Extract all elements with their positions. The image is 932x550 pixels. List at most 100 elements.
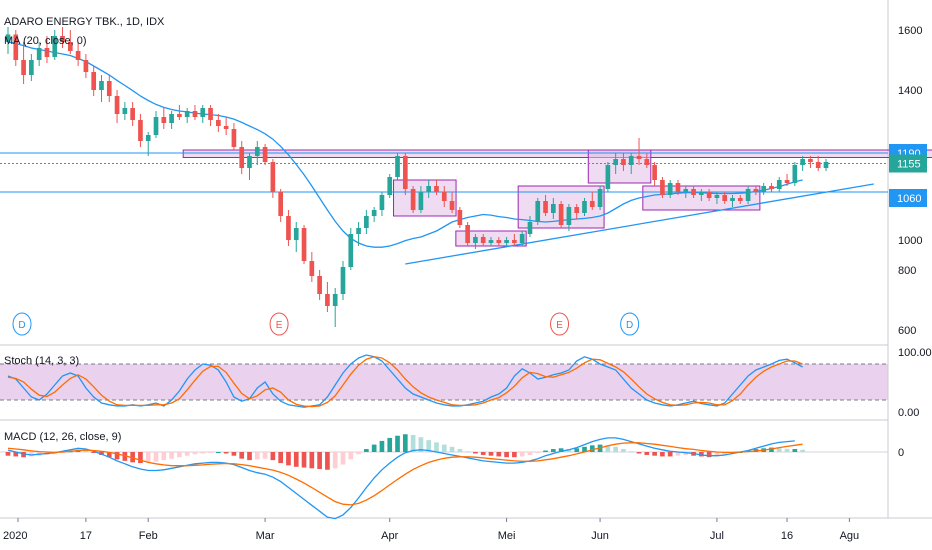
macd-bar [574, 448, 580, 452]
x-axis: 2020 17 Feb Mar Apr Mei Jun Jul 16 Agu [3, 518, 859, 542]
macd-bar [699, 452, 704, 457]
candle [122, 102, 128, 120]
candle-body [714, 195, 720, 198]
macd-bar [223, 452, 229, 454]
candle [636, 138, 642, 165]
macd-bar [550, 449, 556, 452]
macd-bar [13, 452, 19, 457]
candle [161, 108, 167, 129]
macd-bar [177, 452, 182, 458]
candle-body [153, 117, 159, 135]
event-marker-e[interactable]: E [550, 312, 570, 336]
macd-bar [239, 452, 245, 459]
candle-body [239, 147, 245, 168]
macd-bar [138, 452, 143, 464]
candle [75, 42, 81, 66]
candle-body [387, 177, 393, 195]
candle [683, 186, 689, 198]
macd-bar [769, 447, 774, 452]
candle [402, 153, 408, 195]
macd-bar [566, 449, 572, 452]
candle [130, 102, 135, 126]
macd-bar [161, 452, 167, 461]
macd-bar [278, 452, 284, 464]
candle [309, 252, 315, 282]
macd-bar [776, 448, 782, 452]
x-tick-label: Feb [139, 530, 158, 542]
candle-body [371, 210, 377, 216]
macd-bar [543, 450, 548, 452]
macd-bar [496, 452, 502, 457]
candle-body [675, 183, 681, 192]
macd-bar [652, 452, 657, 456]
candle [410, 186, 416, 213]
macd-bar [247, 452, 252, 461]
macd-bar [457, 449, 463, 452]
candle-body [379, 195, 385, 210]
candle [597, 186, 603, 210]
event-marker-d[interactable]: D [620, 312, 640, 336]
macd-bar [379, 440, 385, 452]
candle-body [644, 159, 650, 165]
macd-bar [535, 452, 541, 453]
macd-bar [364, 449, 369, 452]
candle-body [550, 204, 556, 213]
candle [706, 189, 712, 201]
macd-bar [488, 452, 494, 456]
candle-body [434, 186, 439, 192]
event-marker-circle [12, 312, 32, 336]
candle [278, 189, 284, 222]
macd-bar [348, 452, 354, 460]
y-tick-label: 1000 [898, 235, 922, 247]
candle-body [91, 72, 97, 90]
macd-bar [309, 452, 315, 469]
macd-lines [7, 437, 803, 520]
macd-bar [208, 452, 213, 453]
candle [138, 114, 143, 147]
x-tick-label: Mar [256, 530, 275, 542]
macd-bar [332, 452, 338, 469]
macd-bar [512, 452, 517, 458]
panel-frames [0, 0, 932, 519]
candle [325, 282, 330, 312]
candle [714, 192, 720, 204]
candle [5, 27, 11, 54]
candle-body [418, 192, 424, 210]
candle-body [184, 111, 190, 117]
macd-bar [675, 452, 681, 456]
candle-body [44, 48, 50, 57]
candle [208, 105, 213, 126]
candle-body [161, 117, 167, 123]
candle [535, 198, 541, 225]
candle-body [5, 34, 11, 42]
y-tick-label: 1600 [898, 25, 922, 37]
event-marker-e[interactable]: E [269, 312, 289, 336]
candle-body [254, 147, 260, 156]
macd-bar [83, 450, 89, 452]
macd-bar [784, 449, 790, 452]
candle [449, 192, 455, 213]
candle [99, 75, 104, 102]
candle [418, 186, 424, 213]
candle [262, 144, 268, 165]
macd-bar [722, 452, 728, 455]
event-marker-circle [550, 312, 570, 336]
candle-body [216, 120, 221, 126]
candle [800, 156, 805, 171]
event-marker-d[interactable]: D [12, 312, 32, 336]
candle [589, 192, 595, 210]
candle [769, 183, 774, 192]
candle-body [402, 156, 408, 189]
candle [776, 177, 782, 192]
candle [488, 237, 494, 246]
candle-body [278, 192, 284, 216]
candle [216, 114, 221, 132]
candle-body [652, 165, 657, 180]
candle-body [99, 81, 104, 90]
candles [5, 27, 829, 327]
candle [660, 177, 665, 198]
macd-bar [29, 452, 34, 457]
